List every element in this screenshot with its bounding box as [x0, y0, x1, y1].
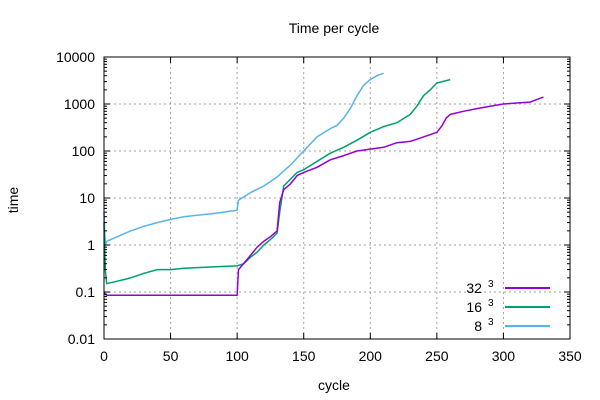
y-axis: 0.01 0.1 1 10 100 1000 10000	[56, 49, 570, 347]
legend-label: 16	[466, 299, 482, 315]
x-axis-label: cycle	[318, 377, 350, 393]
x-tick-label: 50	[163, 348, 179, 364]
y-tick-label: 1	[87, 237, 95, 253]
chart-title: Time per cycle	[289, 20, 380, 36]
series-layer	[103, 72, 544, 297]
grid	[104, 57, 570, 339]
y-tick-label: 10000	[56, 49, 95, 65]
y-tick-label: 0.1	[76, 284, 96, 300]
y-tick-label: 0.01	[68, 331, 95, 347]
legend-entry-32-cubed: 32 3	[466, 279, 550, 296]
x-tick-label: 300	[492, 348, 516, 364]
legend-superscript: 3	[488, 279, 494, 290]
y-tick-label: 10	[79, 190, 95, 206]
legend-entry-16-cubed: 16 3	[466, 298, 550, 315]
series-line-16-cubed	[103, 78, 451, 285]
legend-label: 8	[474, 318, 482, 334]
x-tick-label: 0	[100, 348, 108, 364]
x-tick-label: 150	[292, 348, 316, 364]
x-tick-label: 250	[425, 348, 449, 364]
legend: 32 316 38 3	[466, 279, 550, 334]
series-line-32-cubed	[103, 96, 544, 297]
legend-superscript: 3	[488, 317, 494, 328]
y-tick-label: 1000	[64, 96, 95, 112]
y-tick-label: 100	[72, 143, 96, 159]
x-tick-label: 350	[558, 348, 582, 364]
legend-label: 32	[466, 280, 482, 296]
x-tick-label: 100	[225, 348, 249, 364]
legend-superscript: 3	[488, 298, 494, 309]
x-axis: 0 50 100 150 200 250 300 350	[100, 57, 582, 364]
y-axis-label: time	[5, 187, 21, 214]
x-tick-label: 200	[359, 348, 383, 364]
series-line-8-cubed	[103, 72, 384, 246]
